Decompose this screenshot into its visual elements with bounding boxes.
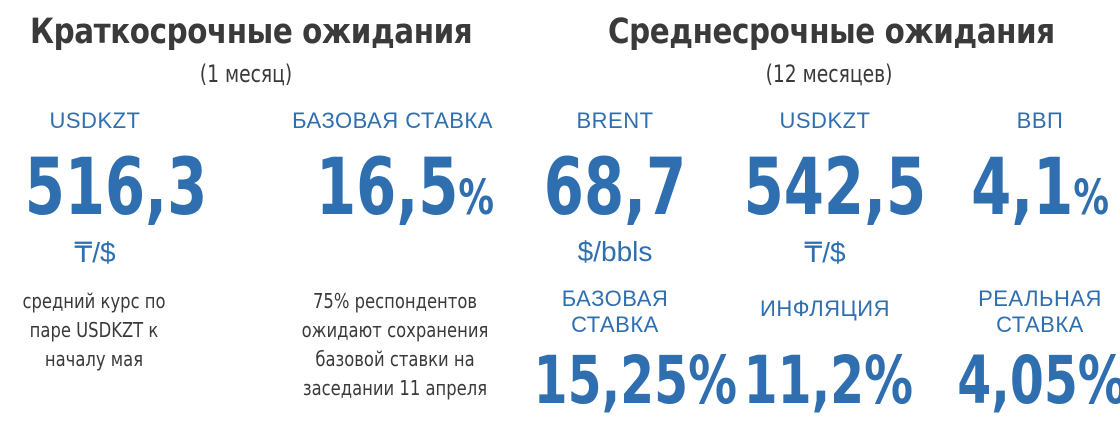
- short-base-rate-number: 16,5: [316, 143, 459, 233]
- mid-usdkzt-label: USDKZT: [779, 108, 871, 133]
- mid-brent-label: BRENT: [576, 108, 654, 133]
- mid-real-rate-label-line2: СТАВКА: [996, 312, 1084, 337]
- mid-gdp-pct: %: [1073, 170, 1109, 226]
- short-usdkzt-value: 516,3: [24, 143, 208, 233]
- mid-gdp-label: ВВП: [1016, 108, 1064, 133]
- mid-base-rate-label-line2: СТАВКА: [571, 312, 659, 337]
- mid-usdkzt-unit: ₸/$: [804, 237, 846, 268]
- mid-base-rate-label: БАЗОВАЯ СТАВКА: [520, 286, 710, 338]
- mid-term-title: Среднесрочные ожидания: [608, 12, 1055, 52]
- mid-inflation-value: 11,2%: [743, 342, 914, 419]
- short-term-title: Краткосрочные ожидания: [30, 12, 473, 52]
- short-base-rate-pct: %: [458, 170, 495, 226]
- mid-gdp-number: 4,1: [971, 143, 1074, 233]
- mid-base-rate-value: 15,25%: [533, 342, 738, 419]
- mid-real-rate-label-line1: РЕАЛЬНАЯ: [978, 286, 1102, 311]
- mid-real-rate-label: РЕАЛЬНАЯ СТАВКА: [945, 286, 1120, 338]
- short-usdkzt-note: средний курс по паре USDKZT к началу мая: [22, 289, 166, 371]
- short-usdkzt-unit: ₸/$: [74, 237, 116, 268]
- mid-inflation-label: ИНФЛЯЦИЯ: [760, 296, 890, 321]
- mid-real-rate-value: 4,05%: [957, 342, 1120, 419]
- short-base-rate-note: 75% респондентов ожидают сохранения базо…: [301, 289, 489, 400]
- mid-usdkzt-value: 542,5: [743, 143, 927, 233]
- mid-brent-value: 68,7: [543, 143, 687, 233]
- short-base-rate-value: 16,5%: [316, 148, 494, 238]
- mid-base-rate-label-line1: БАЗОВАЯ: [561, 286, 669, 311]
- short-usdkzt-label: USDKZT: [49, 108, 141, 133]
- mid-brent-unit: $/bbls: [577, 236, 653, 267]
- short-base-rate-label: БАЗОВАЯ СТАВКА: [292, 108, 493, 133]
- short-term-subtitle: (1 месяц): [199, 60, 293, 88]
- mid-term-subtitle: (12 месяцев): [765, 60, 893, 88]
- mid-gdp-value: 4,1%: [966, 148, 1114, 238]
